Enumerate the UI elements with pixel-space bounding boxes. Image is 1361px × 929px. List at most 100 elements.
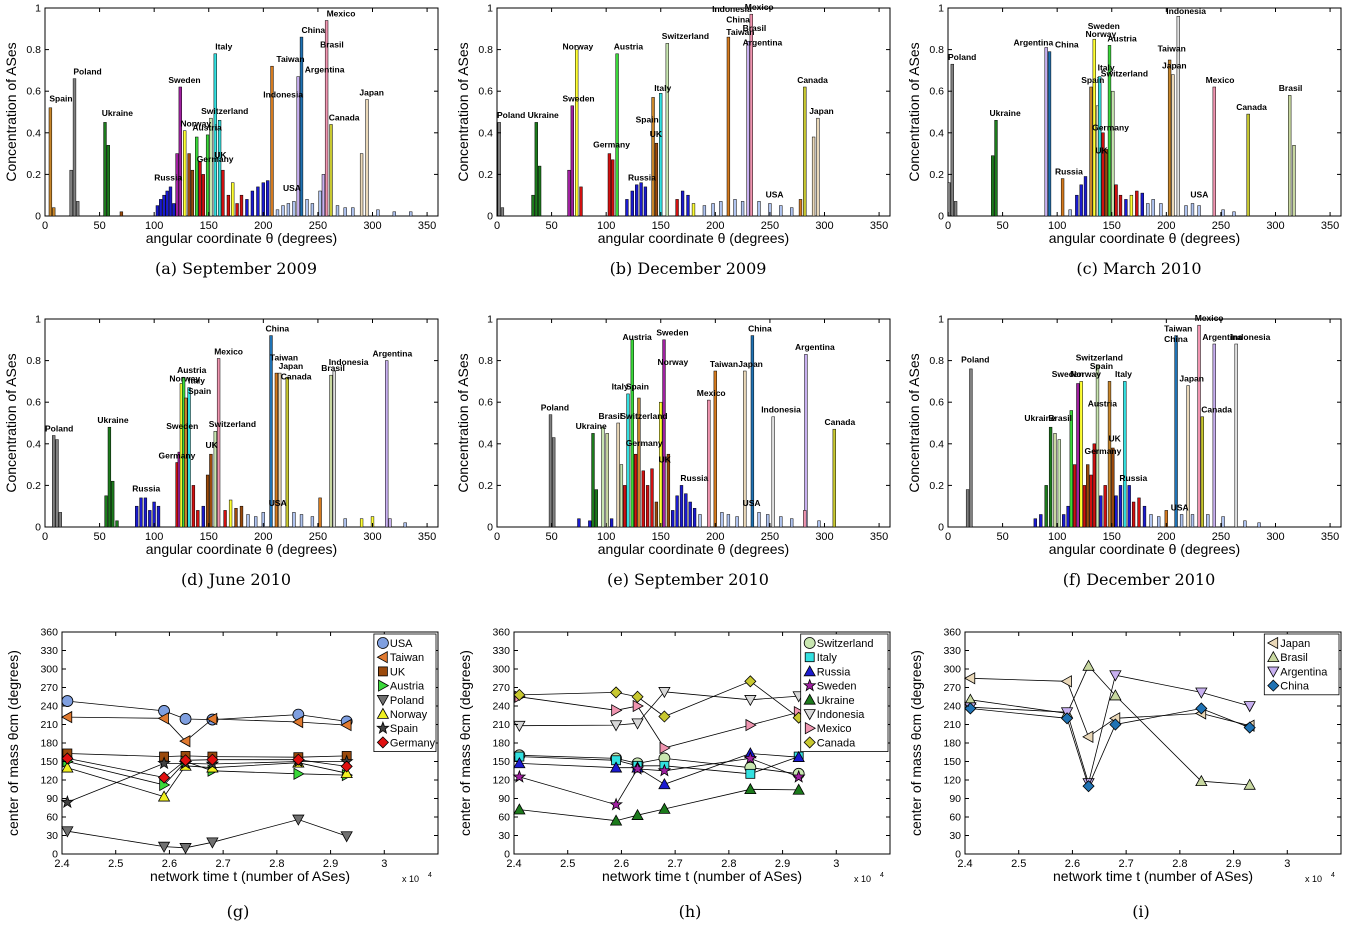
legend-marker [1267, 666, 1280, 678]
bar [234, 508, 238, 528]
legend-marker [376, 637, 389, 649]
legend-label: Germany [390, 737, 436, 749]
bar [1135, 190, 1139, 217]
bar [804, 354, 808, 528]
x-tick-label: 100 [1048, 531, 1066, 543]
bar [965, 489, 970, 528]
bar-label: USA [1190, 189, 1208, 199]
legend-marker [376, 707, 390, 719]
bar [1151, 199, 1155, 217]
data-point [1243, 721, 1256, 734]
bar-label: Austria [623, 332, 653, 342]
y-tick-label: 0.2 [478, 480, 493, 492]
y-tick-label: 150 [943, 756, 961, 768]
bar [1174, 335, 1178, 528]
bar [270, 65, 274, 217]
bar [651, 97, 655, 217]
legend [800, 633, 889, 752]
bar [1083, 176, 1088, 217]
data-point [631, 690, 644, 703]
bar [1232, 211, 1236, 217]
bar [497, 122, 501, 217]
data-point [340, 831, 353, 843]
bar-label: Ukraine [528, 110, 559, 120]
legend-label: Italy [817, 652, 838, 664]
data-point [157, 790, 171, 802]
data-point [179, 754, 192, 767]
bar-label: Austria [614, 42, 644, 52]
x-tick-label: 2.4 [54, 858, 69, 870]
bar [1076, 383, 1080, 528]
bar [275, 209, 280, 217]
bar [950, 63, 954, 217]
x-tick-label: 0 [494, 531, 500, 543]
y-axis-label: center of mass θcm (degrees) [5, 650, 21, 836]
data-point [631, 718, 644, 730]
bar-label: Switzerland [1101, 69, 1148, 79]
y-tick-label: 0.4 [478, 438, 493, 450]
y-axis-label: Concentration of ASes [455, 42, 471, 181]
bar [757, 201, 761, 217]
bar [1079, 381, 1083, 528]
bar-label: USA [269, 498, 287, 508]
data-point [1195, 687, 1208, 699]
bar-label: USA [743, 498, 761, 508]
data-point [1109, 689, 1122, 701]
data-point [1243, 778, 1256, 790]
x-tick-label: 250 [309, 531, 327, 543]
x-tick-label: 150 [652, 220, 670, 232]
bar-label: Indonesia [329, 357, 369, 367]
bar-label: Indonesia [761, 405, 801, 415]
bar [639, 182, 643, 217]
series-line [970, 708, 1250, 788]
data-point [745, 718, 757, 732]
data-point [61, 695, 74, 707]
bar [168, 186, 173, 217]
bar [231, 182, 235, 217]
bar [816, 117, 820, 217]
bar-label: Indonesia [1231, 332, 1271, 342]
bar [616, 422, 620, 528]
series-line [519, 754, 799, 775]
bar [680, 190, 685, 217]
legend-label: Japan [1280, 638, 1310, 650]
x-tick-label: 2.7 [1118, 858, 1133, 870]
bar [209, 117, 213, 217]
bar [195, 136, 199, 217]
bar [184, 397, 188, 528]
bar [72, 78, 77, 217]
x-axis-label: network time t (number of ASes) [150, 868, 350, 884]
legend-label: Russia [817, 666, 852, 678]
y-tick-label: 1 [35, 314, 41, 326]
bar [635, 184, 639, 217]
bar-label: Austria [192, 123, 222, 133]
bar [1184, 205, 1188, 217]
bar-label: Germany [197, 154, 234, 164]
x-tick-label: 250 [761, 220, 779, 232]
bar [1292, 145, 1296, 217]
y-tick-label: 360 [943, 627, 961, 639]
x-multiplier-exponent: 4 [880, 872, 884, 879]
y-tick-label: 270 [40, 682, 58, 694]
legend-label: Argentina [1280, 666, 1328, 678]
data-point [513, 803, 526, 815]
y-tick-label: 0.8 [478, 355, 493, 367]
bar [654, 142, 659, 217]
series-line [519, 696, 799, 749]
data-point [609, 761, 623, 773]
bar [58, 512, 62, 528]
x-tick-label: 200 [706, 531, 724, 543]
bar-label: Germany [1092, 123, 1129, 133]
bar-label: Japan [359, 87, 384, 97]
x-tick-label: 200 [706, 220, 724, 232]
bar [335, 205, 340, 217]
bar-label: Indonesia [263, 89, 303, 99]
data-point [157, 712, 169, 725]
data-point [743, 751, 758, 765]
bar-label: Taiwan [1164, 324, 1192, 334]
bar-label: Norway [1086, 29, 1117, 39]
x-tick-label: 2.5 [560, 858, 575, 870]
x-tick-label: 300 [363, 220, 381, 232]
bar [750, 335, 755, 528]
bar [1243, 520, 1247, 528]
